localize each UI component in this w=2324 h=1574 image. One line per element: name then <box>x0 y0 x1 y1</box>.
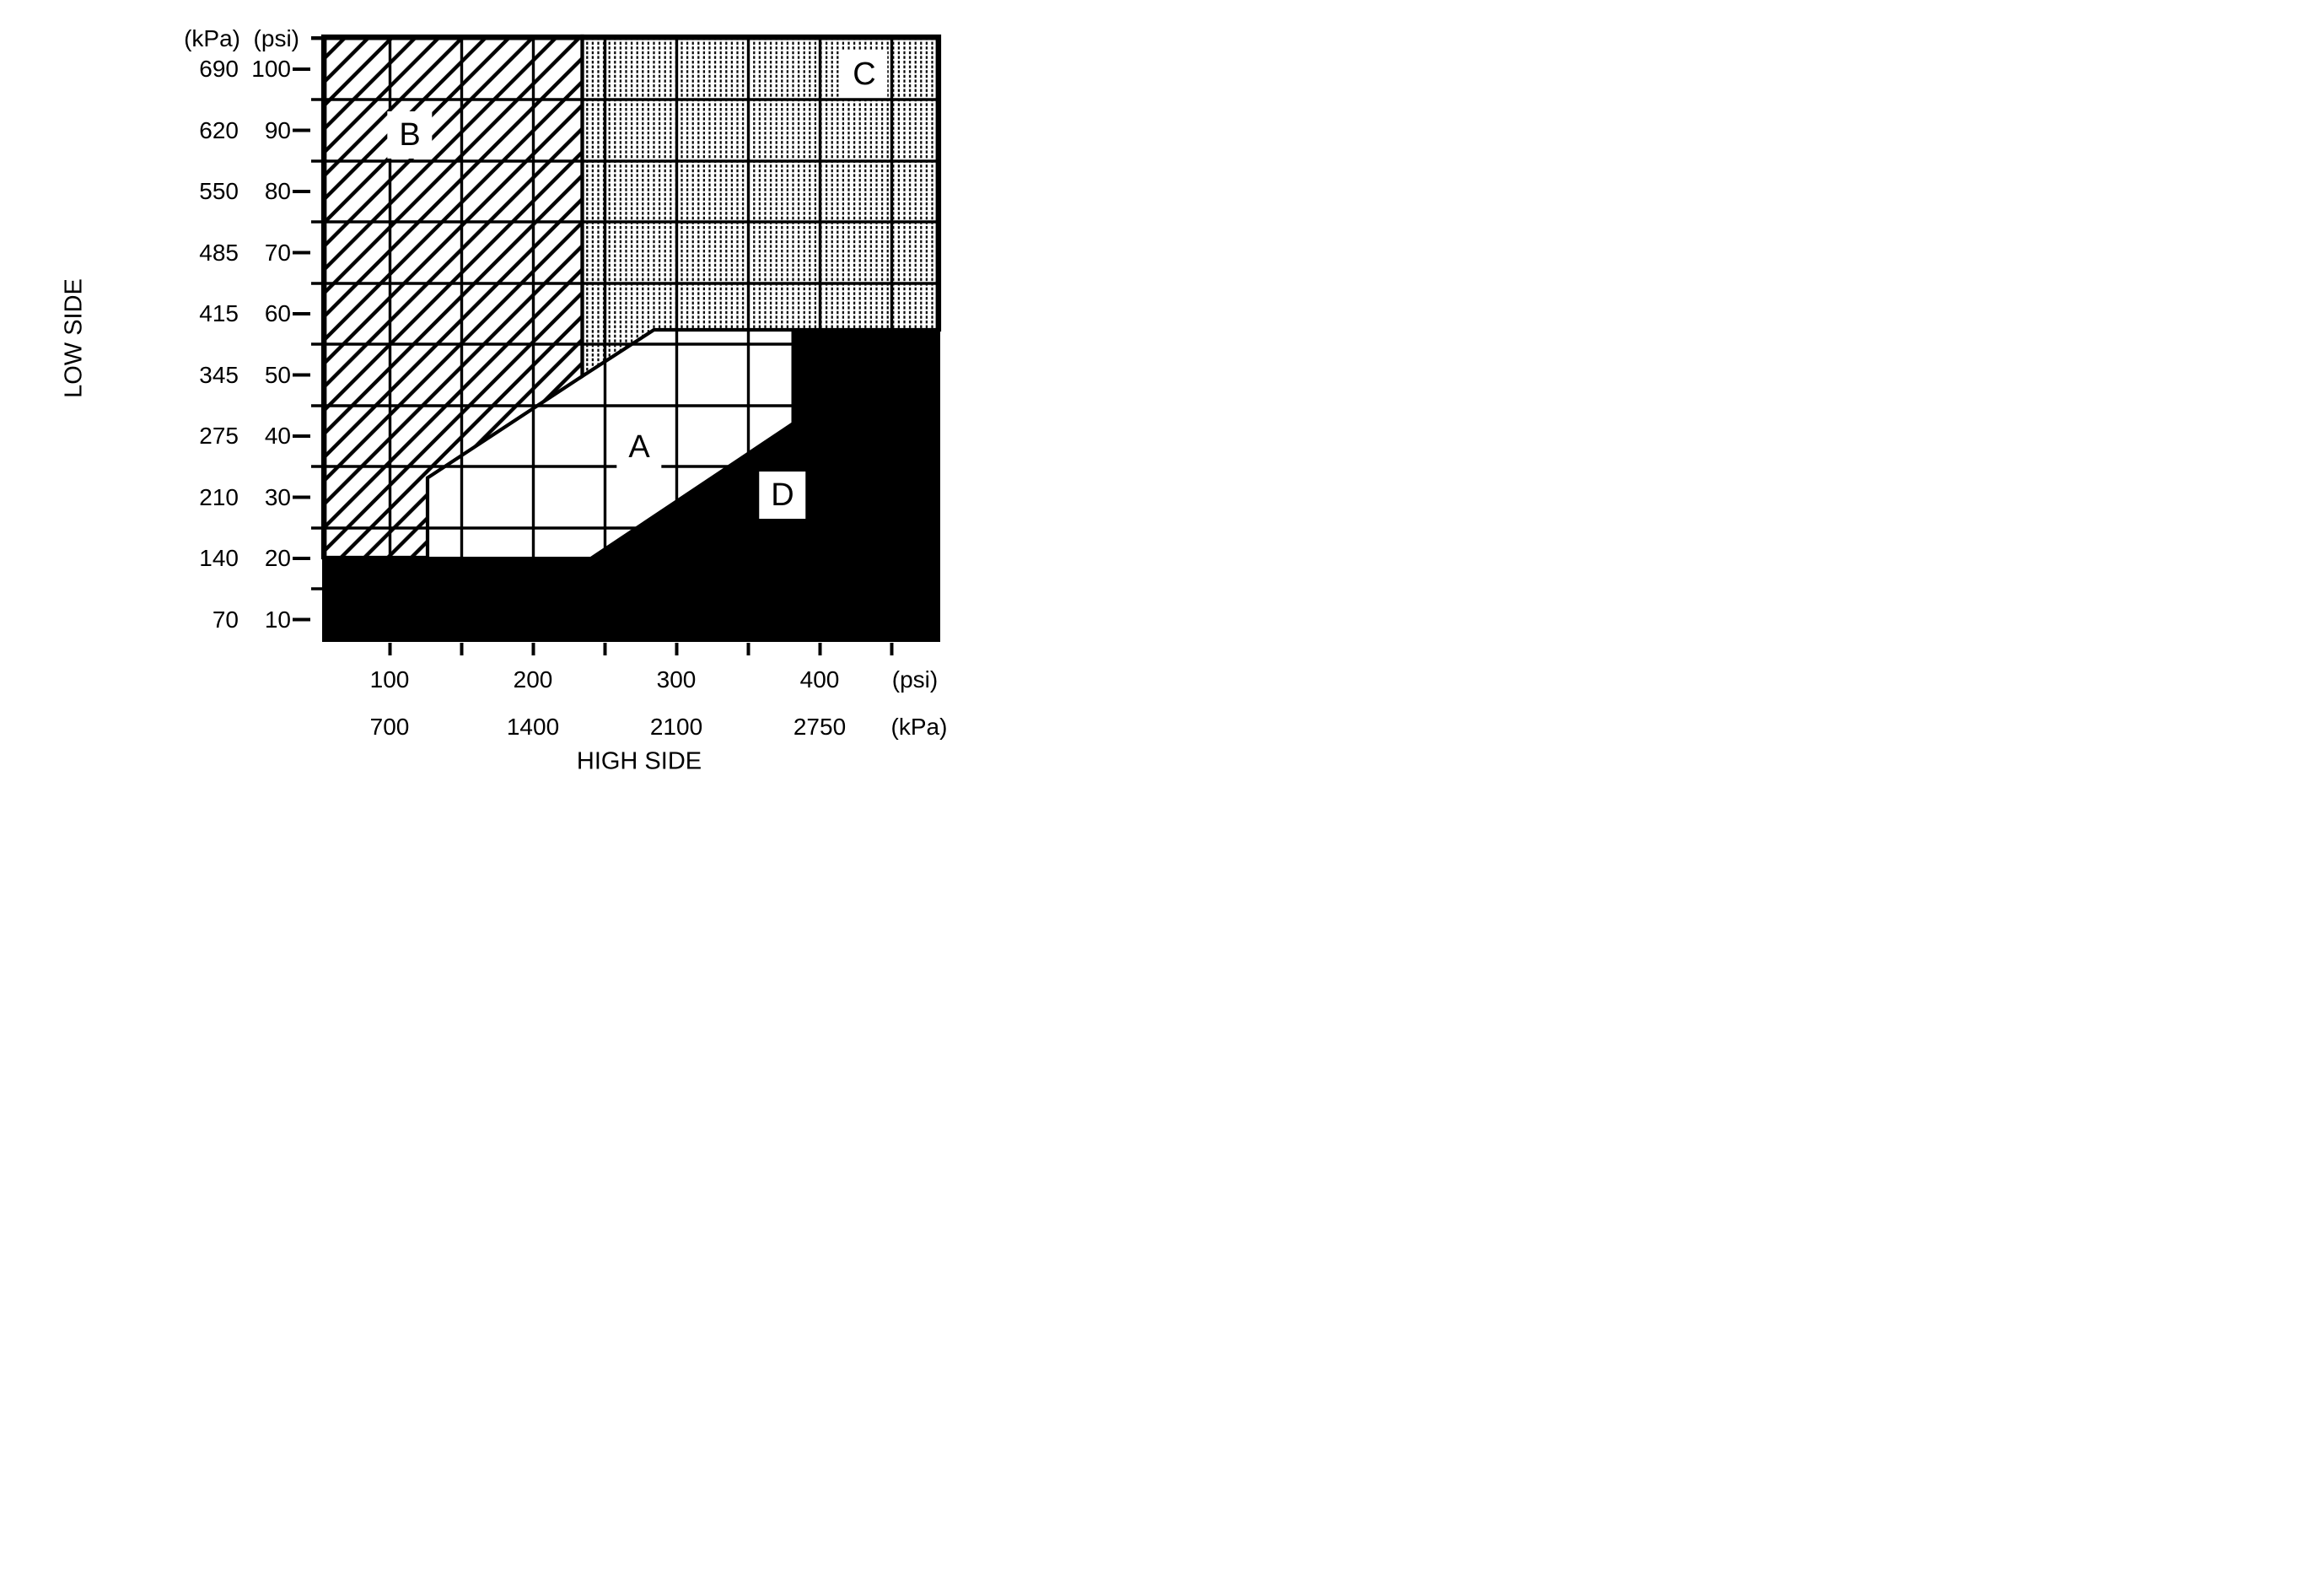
region-label-b: B <box>387 111 433 159</box>
plot-area <box>293 34 942 655</box>
y-tick-kpa: 415 <box>199 300 239 326</box>
x-axis-title: HIGH SIDE <box>576 747 702 775</box>
y-tick-psi: 80 <box>264 178 291 204</box>
region-label-d: D <box>759 472 806 519</box>
x-tick-psi: 200 <box>513 666 553 693</box>
region-label-c: C <box>841 51 888 98</box>
x-tick-kpa: 2750 <box>793 714 847 740</box>
plot-border <box>323 36 939 641</box>
y-tick-psi: 100 <box>251 56 291 82</box>
x-tick-psi: 300 <box>656 666 697 693</box>
region-b-hatched <box>320 34 584 560</box>
y-tick-kpa: 620 <box>199 116 239 143</box>
y-tick-kpa: 210 <box>199 483 239 510</box>
pressure-zone-chart: (kPa) (psi) 690 100 620 90 550 80 485 70… <box>0 0 1162 787</box>
y-tick-psi: 20 <box>264 545 291 571</box>
y-tick-kpa: 275 <box>199 423 239 449</box>
y-tick-kpa: 550 <box>199 178 239 204</box>
y-tick-psi: 60 <box>264 300 291 326</box>
y-tick-kpa: 140 <box>199 545 239 571</box>
region-label-a: A <box>616 423 662 471</box>
y-axis-unit-psi: (psi) <box>253 25 299 51</box>
y-tick-psi: 30 <box>264 483 291 510</box>
y-axis-title: LOW SIDE <box>60 278 88 398</box>
y-tick-kpa: 485 <box>199 239 239 266</box>
y-axis-unit-kpa: (kPa) <box>184 25 240 51</box>
x-tick-psi: 100 <box>369 666 410 693</box>
x-tick-psi: 400 <box>799 666 840 693</box>
y-tick-kpa: 345 <box>199 361 239 388</box>
y-tick-kpa: 690 <box>199 56 239 82</box>
x-tick-kpa: 2100 <box>649 714 703 740</box>
x-axis-unit-psi: (psi) <box>891 666 939 693</box>
y-tick-psi: 50 <box>264 361 291 388</box>
x-tick-kpa: 1400 <box>506 714 560 740</box>
x-axis-ticks <box>388 643 894 655</box>
y-axis-tick-dashes <box>293 67 310 622</box>
x-tick-kpa: 700 <box>369 714 410 740</box>
y-tick-psi: 40 <box>264 423 291 449</box>
y-tick-psi: 90 <box>264 116 291 143</box>
x-axis-unit-kpa: (kPa) <box>890 714 948 740</box>
y-tick-psi: 10 <box>264 606 291 633</box>
y-tick-psi: 70 <box>264 239 291 266</box>
y-tick-kpa: 70 <box>212 606 239 633</box>
